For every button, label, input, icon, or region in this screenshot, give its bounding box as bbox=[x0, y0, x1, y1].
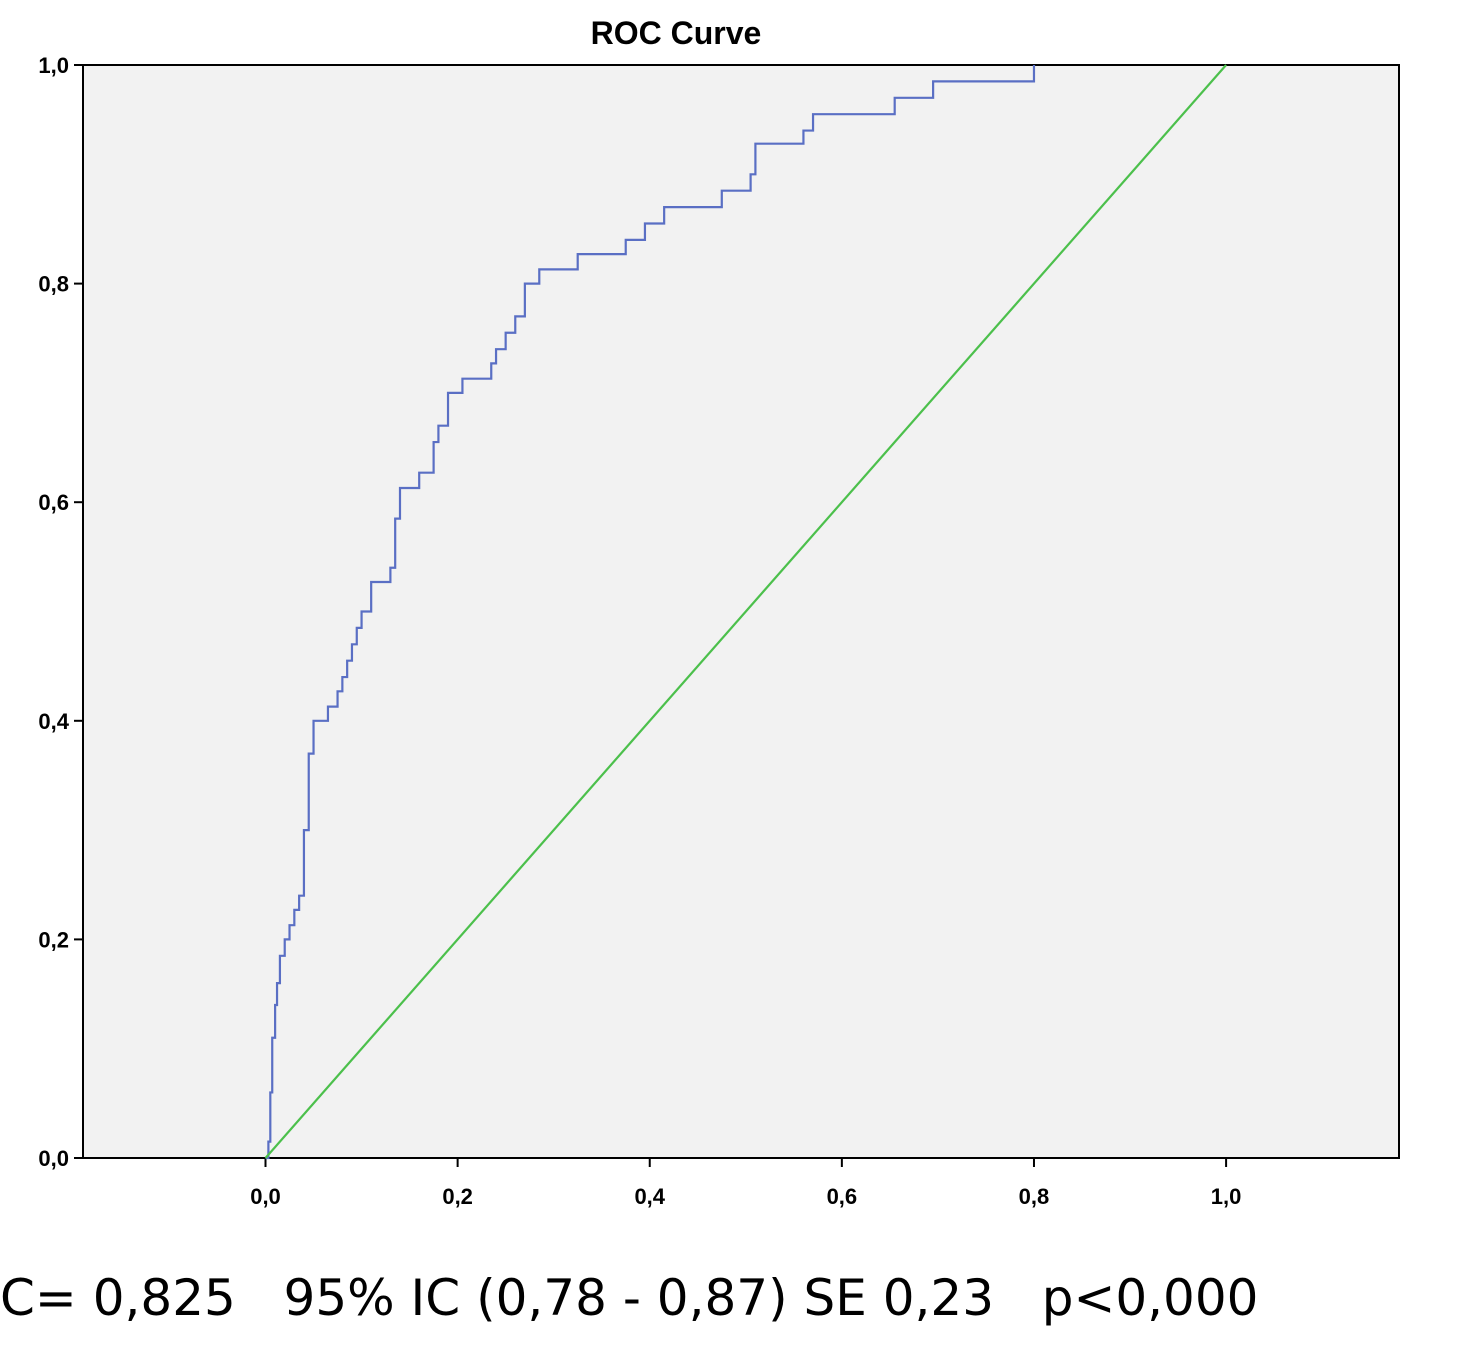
plot-area bbox=[82, 64, 1400, 1159]
y-tick-label: 0,8 bbox=[38, 272, 69, 297]
x-tick-label: 0,4 bbox=[634, 1184, 665, 1209]
x-tick-label: 1,0 bbox=[1211, 1184, 1242, 1209]
y-axis: 0,0 0,2 0,4 0,6 0,8 1,0 bbox=[38, 53, 83, 1171]
x-tick-label: 0,8 bbox=[1019, 1184, 1050, 1209]
chart-title: ROC Curve bbox=[591, 15, 762, 51]
roc-curve-line bbox=[265, 65, 1036, 1160]
auc-caption: C= 0,825 95% IC (0,78 - 0,87) SE 0,23 p<… bbox=[0, 1269, 1259, 1327]
x-tick-label: 0,6 bbox=[827, 1184, 858, 1209]
series-layer bbox=[264, 64, 1227, 1160]
x-axis: 0,0 0,2 0,4 0,6 0,8 1,0 bbox=[250, 1158, 1241, 1209]
y-tick-label: 0,0 bbox=[38, 1146, 69, 1171]
x-tick-label: 0,0 bbox=[250, 1184, 281, 1209]
y-tick-label: 1,0 bbox=[38, 53, 69, 78]
y-tick-label: 0,2 bbox=[38, 927, 69, 952]
reference-diagonal-line bbox=[264, 64, 1227, 1159]
roc-chart: ROC Curve 0,00,20,40,60,81,0 0,0 0,2 0,4 0,… bbox=[38, 15, 1400, 1209]
x-tick-label: 0,2 bbox=[442, 1184, 473, 1209]
y-tick-label: 0,4 bbox=[38, 709, 69, 734]
y-tick-label: 0,6 bbox=[38, 490, 69, 515]
